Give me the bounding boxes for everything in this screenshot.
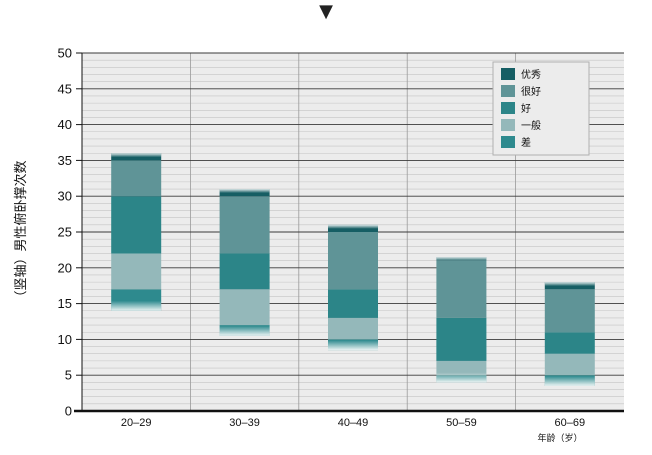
y-tick-label: 35 — [58, 153, 72, 168]
bar-fade-top — [436, 257, 487, 262]
bar-segment — [328, 232, 378, 290]
legend-swatch — [501, 136, 515, 148]
bar-segment — [111, 160, 162, 197]
legend-item: 优秀 — [501, 68, 541, 81]
bar-fade-top — [328, 224, 378, 229]
y-tick-label: 45 — [58, 81, 72, 96]
bar-segment — [328, 289, 378, 318]
legend-item: 好 — [501, 102, 531, 115]
bar-segment — [328, 317, 378, 340]
legend-label: 优秀 — [521, 68, 541, 81]
legend-item: 一般 — [501, 119, 541, 132]
x-axis-label: 年龄（岁） — [537, 432, 582, 444]
legend-label: 一般 — [521, 119, 541, 132]
x-tick-label: 50–59 — [446, 417, 477, 429]
legend-swatch — [501, 85, 515, 97]
y-tick-label: 25 — [58, 225, 72, 240]
x-tick-label: 40–49 — [338, 417, 369, 429]
legend-item: 很好 — [501, 85, 541, 98]
bar-fade-top — [111, 153, 162, 158]
bar-segment — [544, 353, 595, 376]
y-tick-label: 15 — [58, 296, 72, 311]
bar-segment — [544, 332, 595, 354]
legend-swatch — [501, 119, 515, 131]
top-marker: ▼ — [319, 1, 333, 22]
bar-segment — [111, 196, 162, 254]
y-tick-label: 10 — [58, 332, 72, 347]
bar-segment — [219, 196, 270, 254]
bar-fade-top — [219, 189, 270, 194]
legend-swatch — [501, 102, 515, 114]
y-tick-label: 0 — [65, 404, 72, 419]
bar-segment — [544, 289, 595, 333]
bar-fade-bottom — [328, 340, 378, 351]
bar-segment — [219, 289, 270, 326]
legend-label: 好 — [521, 103, 531, 115]
legend-label: 很好 — [521, 85, 541, 98]
y-tick-label: 50 — [58, 46, 72, 61]
legend-item: 差 — [501, 136, 531, 149]
x-tick-label: 30–39 — [229, 417, 260, 429]
y-tick-label: 5 — [65, 368, 72, 383]
x-tick-label: 20–29 — [121, 417, 152, 429]
y-tick-label: 40 — [58, 117, 72, 132]
y-tick-label: 30 — [58, 189, 72, 204]
bar-fade-bottom — [111, 300, 162, 311]
bar-fade-bottom — [436, 372, 487, 383]
bar-fade-bottom — [544, 375, 595, 386]
bar-fade-bottom — [219, 325, 270, 336]
legend-label: 差 — [521, 136, 531, 149]
y-axis-label: （竖轴）男性俯卧撑次数 — [13, 160, 29, 303]
bar-segment — [219, 253, 270, 290]
bar-fade-top — [544, 282, 595, 287]
bar-segment — [436, 260, 487, 318]
y-tick-label: 20 — [58, 260, 72, 275]
bar-segment — [436, 317, 487, 361]
bar-segment — [111, 253, 162, 290]
x-tick-label: 60–69 — [555, 417, 586, 429]
legend-swatch — [501, 68, 515, 80]
